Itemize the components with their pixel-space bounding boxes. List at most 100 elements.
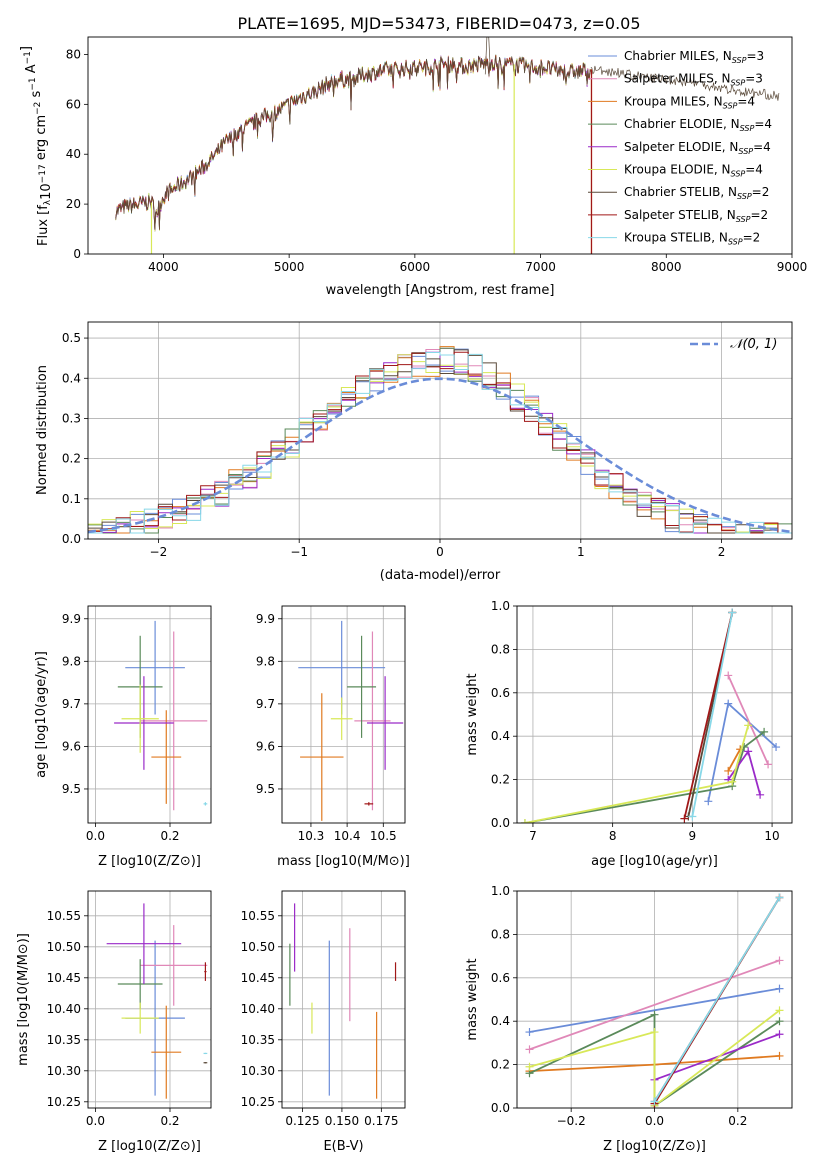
y-tick-label: 10.40 <box>241 1002 275 1016</box>
mass-weight-line <box>529 987 780 1033</box>
mass-weight-marker <box>724 766 733 775</box>
x-tick-label: 1 <box>577 545 585 559</box>
spectrum-panel: 4000 5000 6000 7000 8000 9000 0 20 40 60 80 Chabrie… <box>19 36 807 298</box>
y-tick-label: 0.2 <box>491 1058 510 1072</box>
mass-weight-marker <box>744 747 753 756</box>
plot-area <box>106 903 208 1099</box>
y-tick-label: 9.7 <box>256 697 275 711</box>
axes-frame <box>87 36 793 255</box>
mass-weight-marker <box>772 743 781 752</box>
y-tick-label: 10.45 <box>241 971 275 985</box>
y-tick-label: 10.55 <box>47 909 81 923</box>
y-tick-label: 9.8 <box>256 654 275 668</box>
mass-weight-marker <box>724 699 733 708</box>
mass-weight-line <box>727 749 761 796</box>
mass-weight-marker <box>525 1045 534 1054</box>
y-tick-label: 0.8 <box>491 927 510 941</box>
mass-weight-line <box>683 612 734 819</box>
y-tick-label: 0.0 <box>62 532 81 546</box>
spectrum-halpha <box>484 37 491 75</box>
y-tick-label: 9.9 <box>62 612 81 626</box>
x-tick-label: 0.0 <box>645 1114 664 1128</box>
axes-frame <box>281 605 406 824</box>
spectrum-line-chabrier_miles <box>115 56 592 232</box>
y-tick-label: 9.5 <box>62 782 81 796</box>
figure-title: PLATE=1695, MJD=53473, FIBERID=0473, z=0… <box>237 14 640 33</box>
mass-weight-marker <box>525 1028 534 1037</box>
x-tick-label: 9 <box>689 829 697 843</box>
axes-frame <box>516 605 793 824</box>
y-tick-label: 0 <box>73 247 81 261</box>
plot-area <box>114 620 208 811</box>
y-tick-label: 1.0 <box>491 599 510 613</box>
y-tick-label: 0.1 <box>62 492 81 506</box>
y-axis-label: mass weight <box>465 958 480 1040</box>
mass-weight-line <box>529 959 780 1051</box>
mass-weight-marker <box>520 819 529 823</box>
y-axis-label: mass weight <box>465 673 480 755</box>
normal-curve <box>88 377 792 534</box>
y-tick-label: 0.4 <box>491 1014 510 1028</box>
x-tick-label: 0.150 <box>325 1114 359 1128</box>
plot-area <box>115 37 780 254</box>
spectrum-line-kroupa_stelib <box>115 55 592 231</box>
mass-weight-marker <box>760 727 769 736</box>
y-tick-label: 1.0 <box>491 884 510 898</box>
y-tick-label: 9.8 <box>62 654 81 668</box>
x-tick-label: 4000 <box>148 260 179 274</box>
y-tick-label: 0.8 <box>491 642 510 656</box>
y-tick-label: 10.30 <box>47 1064 81 1078</box>
legend-label: Salpeter MILES, NSSP=3 <box>624 72 763 88</box>
mass-weight-marker <box>680 814 689 823</box>
age_vs_mass-panel: 10.3 10.4 10.5 9.5 9.6 9.7 9.8 9.9 mass [log10(M… <box>256 605 410 869</box>
hist-step-salpeter_miles <box>88 347 792 534</box>
x-axis-label: mass [log10(M/M⊙)] <box>277 854 410 869</box>
y-tick-label: 0.4 <box>491 729 510 743</box>
mass-weight-marker <box>650 1097 659 1106</box>
mass-weight-line <box>529 1009 781 1108</box>
x-tick-label: 0.2 <box>160 829 179 843</box>
y-tick-label: 80 <box>66 47 81 61</box>
x-tick-label: 0 <box>436 545 444 559</box>
y-tick-label: 10.55 <box>241 909 275 923</box>
plot-area <box>88 346 792 534</box>
mass-weight-marker <box>775 1006 784 1015</box>
axes-frame <box>516 890 793 1109</box>
plot-area <box>298 620 404 821</box>
axes-frame <box>281 890 406 1109</box>
mass-weight-marker <box>728 608 737 617</box>
x-axis-label: (data-model)/error <box>380 568 501 583</box>
y-axis-label: mass [log10(M/M⊙)] <box>16 933 31 1066</box>
mass_weight_vs_z-panel: −0.2 0.0 0.2 0.0 0.2 0.4 0.6 0.8 1.0 Z [log10(Z/Z… <box>465 884 793 1154</box>
x-tick-label: −1 <box>290 545 308 559</box>
mass-weight-marker <box>775 1051 784 1060</box>
x-tick-label: 0.0 <box>86 1114 105 1128</box>
y-tick-label: 10.35 <box>241 1033 275 1047</box>
mass-weight-marker <box>688 812 697 821</box>
y-tick-label: 9.9 <box>256 612 275 626</box>
legend-label: Kroupa ELODIE, NSSP=4 <box>624 163 763 179</box>
y-tick-label: 9.5 <box>256 782 275 796</box>
y-tick-label: 0.5 <box>62 331 81 345</box>
mass-weight-line <box>691 612 734 817</box>
y-tick-label: 40 <box>66 147 81 161</box>
x-axis-label: Z [log10(Z/Z⊙)] <box>603 1139 706 1154</box>
x-tick-label: 8000 <box>651 260 682 274</box>
x-tick-label: 10.3 <box>298 829 325 843</box>
spectrum-line-salpeter_elodie <box>115 55 592 232</box>
legend-label: Kroupa STELIB, NSSP=2 <box>624 231 760 247</box>
x-tick-label: 7 <box>529 829 537 843</box>
y-tick-label: 0.2 <box>491 773 510 787</box>
mass-weight-marker <box>764 760 773 769</box>
mass_weight_vs_age-panel: 7 8 9 10 0.0 0.2 0.4 0.6 0.8 1.0 age [log10(age/yr… <box>465 599 793 869</box>
mass-weight-line <box>727 748 741 772</box>
plot-area <box>520 608 781 823</box>
mass-weight-marker <box>775 984 784 993</box>
hist-step-kroupa_stelib <box>88 352 792 534</box>
mass-weight-marker <box>775 893 784 902</box>
spectrum-line-stelib-ext <box>590 65 780 101</box>
x-tick-label: 0.125 <box>285 1114 319 1128</box>
hist-step-salpeter_stelib <box>88 351 792 534</box>
y-tick-label: 0.6 <box>491 686 510 700</box>
